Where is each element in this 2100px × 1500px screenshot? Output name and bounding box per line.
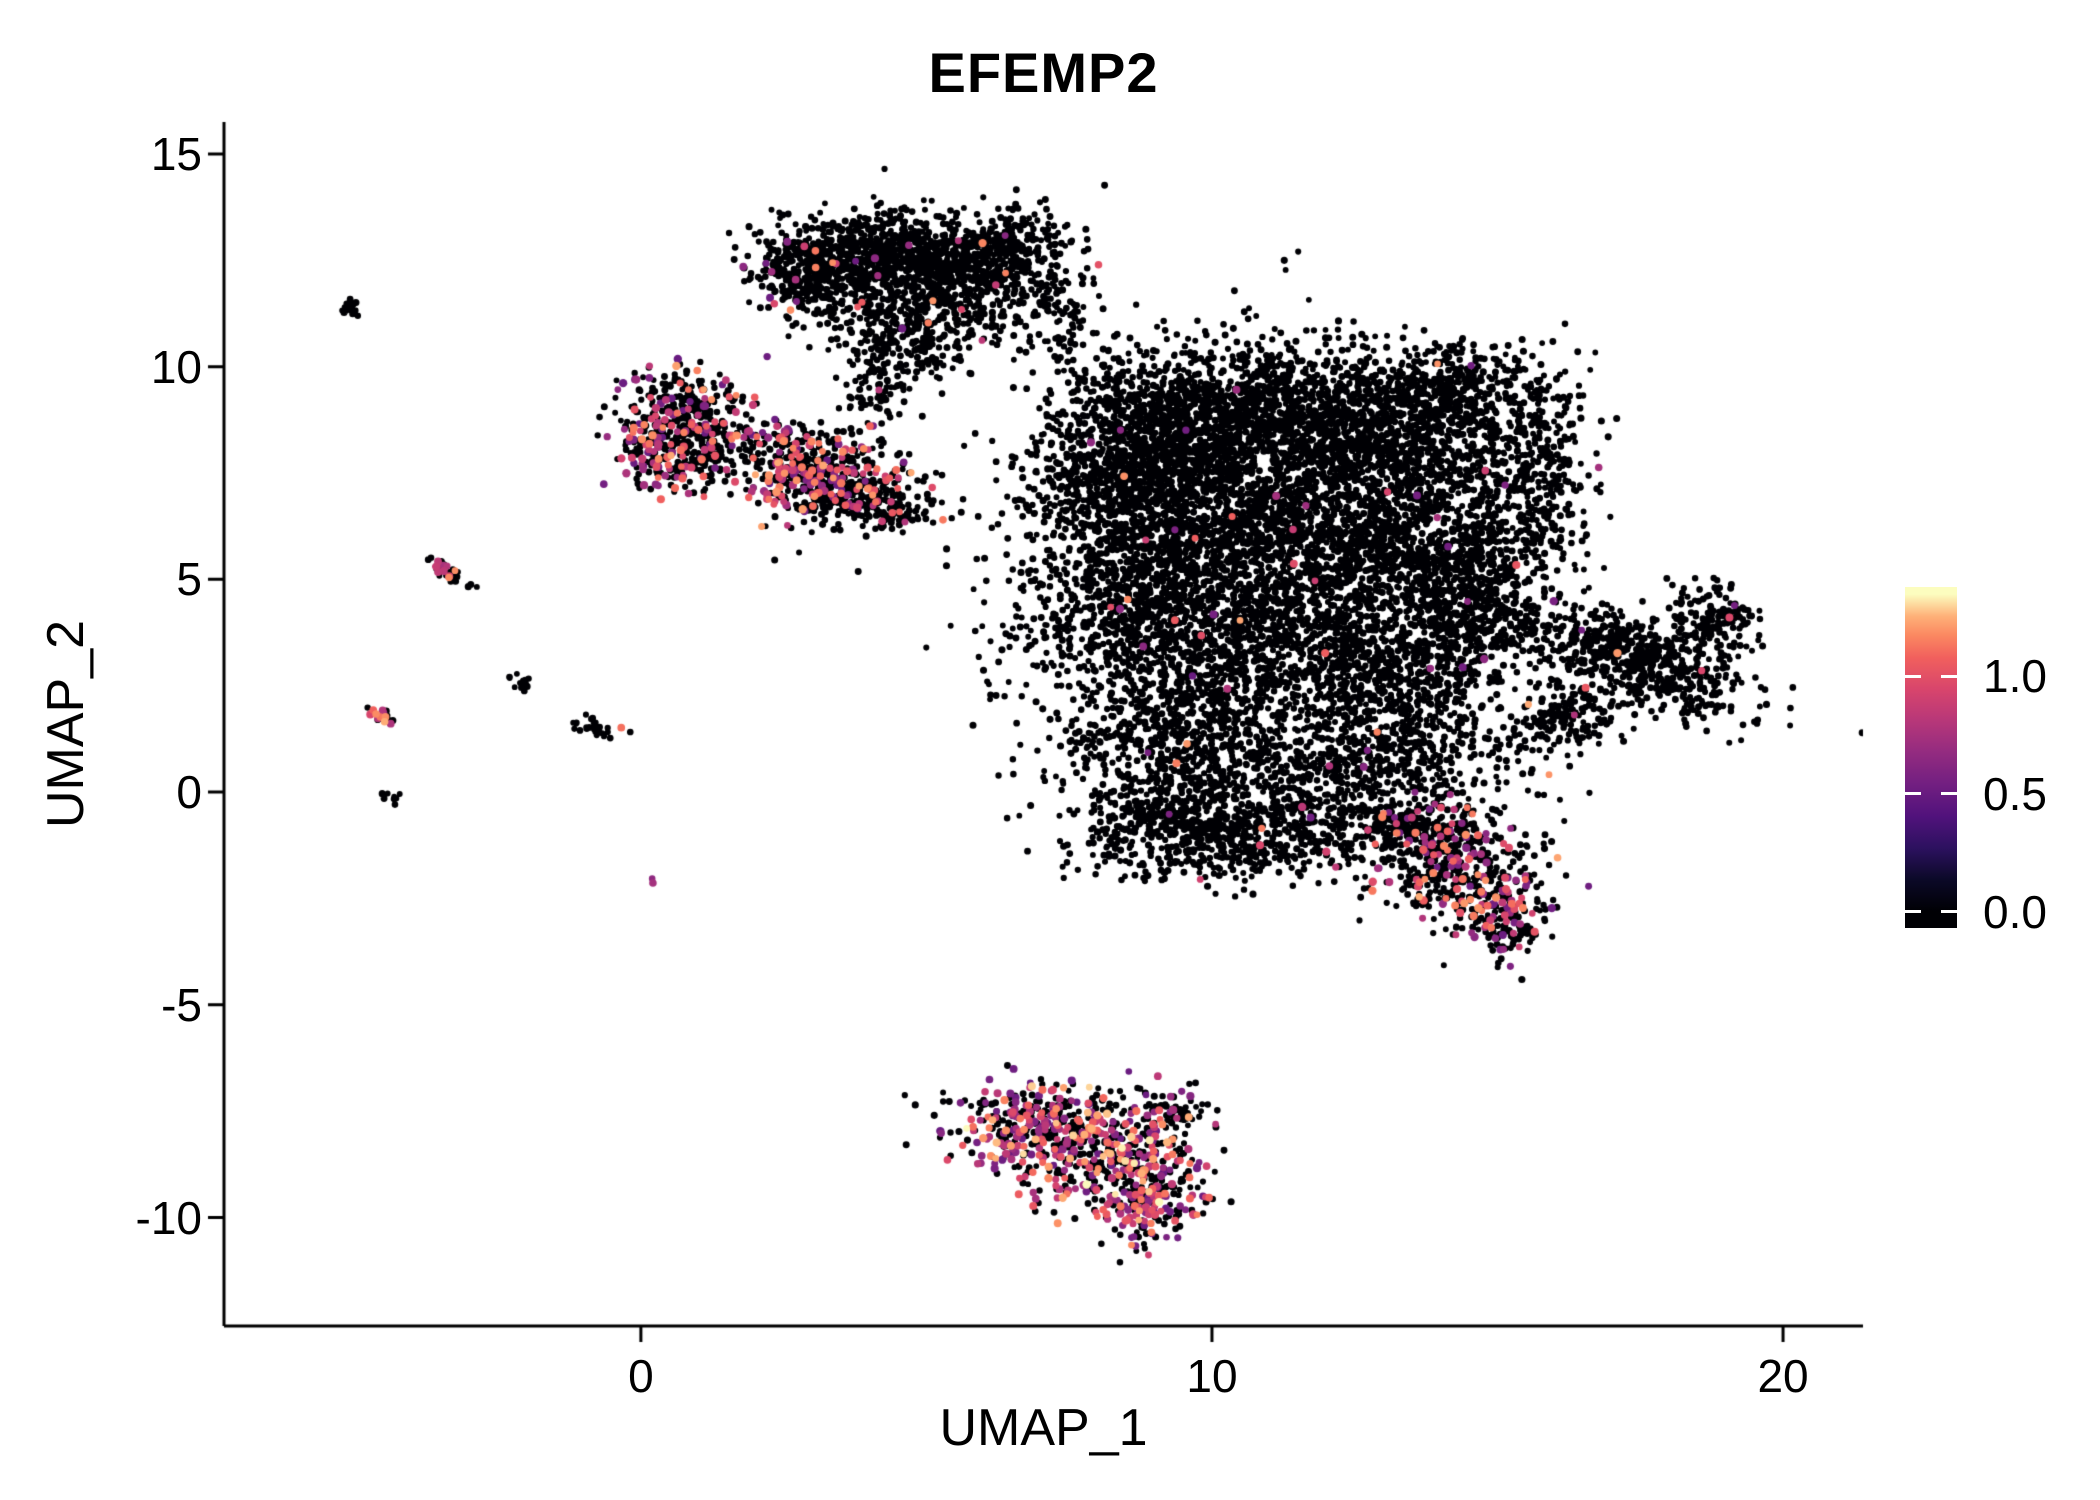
x-tick-label: 10 bbox=[1186, 1350, 1238, 1402]
y-tick-label: 15 bbox=[150, 127, 202, 180]
x-tick-label: 0 bbox=[628, 1350, 654, 1402]
legend-tick-mark bbox=[1905, 792, 1921, 796]
legend-tick-mark bbox=[1941, 674, 1957, 678]
y-tick-label: 0 bbox=[176, 766, 202, 819]
y-tick-label: -10 bbox=[135, 1191, 202, 1244]
legend-tick-mark bbox=[1905, 674, 1921, 678]
y-tick-label: 10 bbox=[150, 340, 202, 393]
legend-tick-mark bbox=[1905, 910, 1921, 914]
legend-tick-label: 0.0 bbox=[1983, 885, 2047, 938]
x-axis-label: UMAP_1 bbox=[939, 1399, 1148, 1457]
legend-tick-mark bbox=[1941, 792, 1957, 796]
legend-tick-mark bbox=[1941, 910, 1957, 914]
x-tick-label: 20 bbox=[1757, 1350, 1809, 1402]
legend-gradient-bar bbox=[1905, 587, 1957, 928]
y-tick-label: -5 bbox=[161, 978, 202, 1031]
plot-title: EFEMP2 bbox=[928, 41, 1159, 104]
legend-tick-label: 0.5 bbox=[1983, 767, 2047, 820]
legend-tick-label: 1.0 bbox=[1983, 650, 2047, 703]
y-tick-label: 5 bbox=[176, 553, 202, 606]
